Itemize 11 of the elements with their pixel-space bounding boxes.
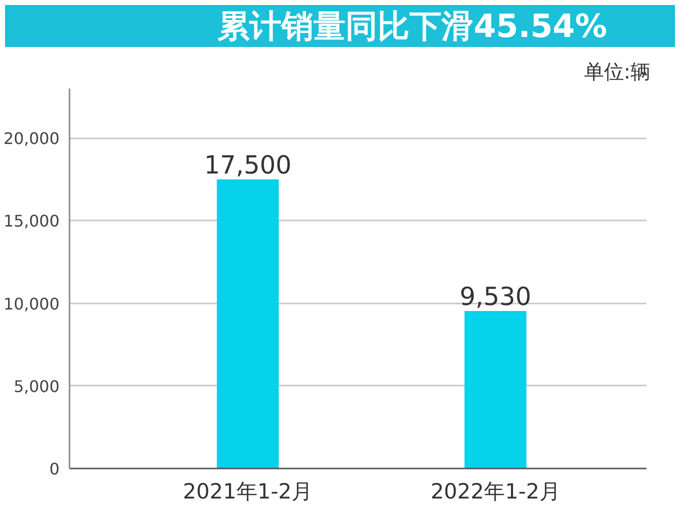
y-tick-label: 20,000: [4, 129, 60, 148]
text: 单位:辆: [584, 60, 651, 84]
data-label: 9,530: [460, 282, 532, 312]
y-tick-label: 10,000: [4, 294, 60, 314]
y-tick-label: 5,000: [14, 376, 60, 396]
y-tick-label: 15,000: [4, 212, 60, 231]
x-tick-label: 2021年1-2月: [182, 480, 313, 504]
x-tick-label: 2022年1-2月: [430, 480, 560, 504]
chart-title: 累计销量同比下滑45.54%: [218, 6, 607, 47]
data-label: 17,500: [204, 150, 292, 180]
y-tick-label: 0: [49, 460, 60, 478]
